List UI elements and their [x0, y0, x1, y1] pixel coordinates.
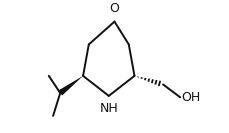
Text: OH: OH [181, 91, 200, 104]
Text: NH: NH [99, 102, 118, 115]
Text: O: O [109, 2, 120, 15]
Polygon shape [58, 76, 83, 95]
